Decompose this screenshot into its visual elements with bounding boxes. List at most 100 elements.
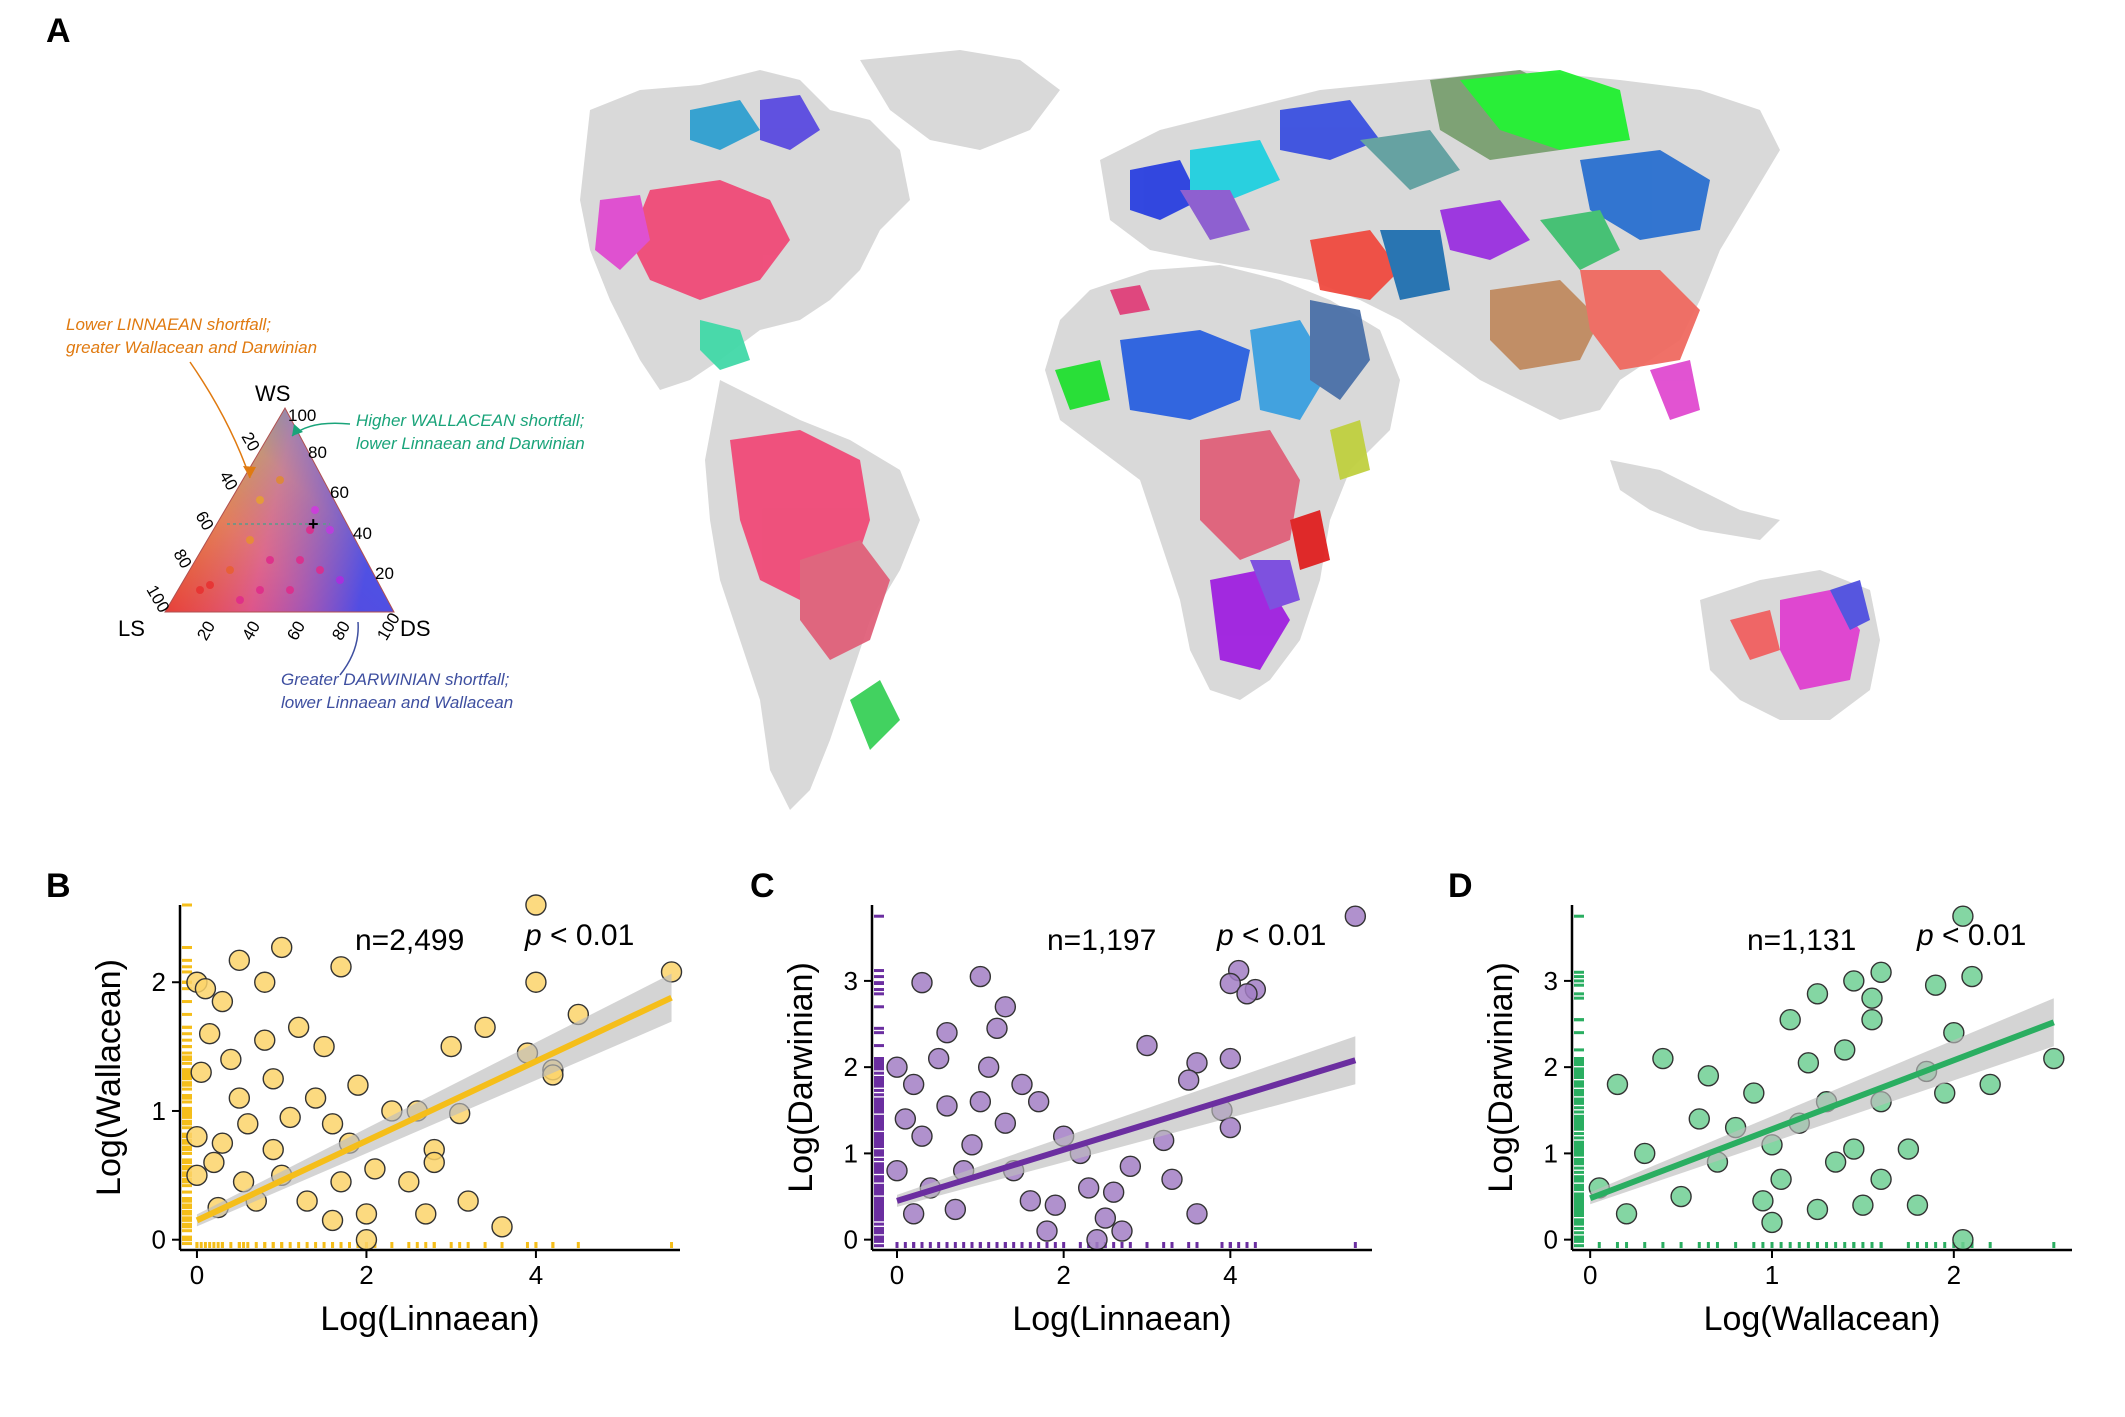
data-point [977,1056,1000,1078]
data-point [1077,1177,1100,1199]
data-point [886,1056,908,1078]
data-point [262,1068,284,1090]
data-point [355,1203,378,1225]
data-point [415,1203,437,1225]
panel-b: B 0 2 4 0 1 2 Log(Linnaean) Log(Wallacean) n=2,49… [46,867,683,1338]
y-tick-label: 3 [844,966,858,996]
data-point [1979,1073,2001,1096]
data-point [228,949,251,972]
data-point [321,1209,344,1232]
panel-label-c: C [750,867,775,905]
data-point [2043,1047,2065,1070]
data-point [1177,1069,1200,1091]
data-point [1843,1138,1865,1160]
data-point [1344,905,1367,927]
data-point [525,894,547,916]
data-point [1219,1047,1242,1070]
data-point [457,1190,479,1212]
x-tick-label: 2 [359,1260,373,1290]
data-point [1770,1168,1792,1190]
data-point [1044,1194,1067,1216]
data-point [1924,974,1947,996]
note-higher-wallacean-1: Higher WALLACEAN shortfall; [356,411,585,430]
data-point [902,1073,925,1096]
data-point [1615,1203,1638,1225]
data-point [1136,1034,1158,1057]
data-point [1752,1190,1774,1212]
y-tick-label: 1 [1544,1138,1558,1168]
data-point [220,1048,242,1071]
data-point [211,990,234,1013]
tick-bottom-20: 20 [193,618,219,644]
data-point [1952,1228,1974,1251]
p-value-label: p < 0.01 [524,919,634,952]
note-higher-wallacean-2: lower Linnaean and Darwinian [356,434,585,453]
y-tick-label: 0 [152,1225,166,1255]
data-point [1102,1181,1125,1203]
y-tick-label: 2 [152,967,166,997]
data-point [1824,1151,1847,1173]
data-point [254,1029,276,1051]
data-point [304,1087,327,1109]
data-point [1806,1198,1829,1221]
data-point [287,1016,310,1038]
data-point [927,1047,950,1070]
x-tick-label: 0 [190,1260,204,1290]
data-point [936,1021,958,1044]
data-point [1852,1194,1874,1216]
x-tick-label: 1 [1765,1260,1779,1290]
data-point [1761,1211,1783,1234]
data-point [190,1061,212,1084]
vertex-label-ds: DS [400,616,431,641]
p-value-italic: p [1216,919,1234,952]
tick-right-100: 100 [288,406,316,425]
data-point [330,1171,352,1193]
data-point [1743,1082,1765,1104]
data-point [313,1035,335,1058]
note-lower-linnaean-1: Lower LINNAEAN shortfall; [66,315,271,334]
data-point [228,1087,251,1109]
data-point [194,977,217,1000]
vertex-label-ws: WS [255,381,290,406]
x-tick-label: 0 [890,1260,904,1290]
data-point [1111,1220,1133,1242]
data-point [902,1203,925,1225]
data-point [1219,972,1242,995]
data-point [1870,961,1892,983]
data-point [1834,1039,1856,1061]
x-tick-label: 4 [1223,1260,1237,1290]
scatter-points [886,905,1367,1251]
rug-y [182,903,192,1246]
data-point [894,1108,917,1130]
data-point [186,1164,208,1187]
data-point [1161,1168,1183,1190]
data-point [994,996,1017,1018]
data-point [1186,1052,1208,1074]
data-point [1697,1065,1720,1087]
data-point [961,1134,983,1156]
rug-x [1597,1242,2056,1248]
scatter-points [1588,905,2065,1251]
data-point [254,971,276,993]
data-point [969,1090,992,1113]
data-point [1952,905,1974,927]
ternary-points [196,476,344,604]
data-point [1906,1194,1929,1216]
tick-bottom-60: 60 [283,618,309,644]
data-point [1861,1009,1883,1031]
y-tick-label: 0 [1544,1225,1558,1255]
data-point [936,1095,958,1117]
panel-label-b: B [46,867,71,905]
data-point [296,1190,318,1212]
data-point [279,1106,301,1129]
data-point [355,1229,378,1251]
p-value-italic: p [1916,919,1934,952]
data-point [1797,1052,1820,1074]
data-point [1961,965,1983,988]
data-point [1186,1203,1208,1225]
y-axis-label: Log(Darwinian) [782,962,820,1193]
y-axis-label: Log(Darwinian) [1482,962,1520,1193]
p-value-rest: < 0.01 [1234,919,1327,952]
tick-right-20: 20 [375,564,394,583]
svg-text:+: + [308,514,319,534]
